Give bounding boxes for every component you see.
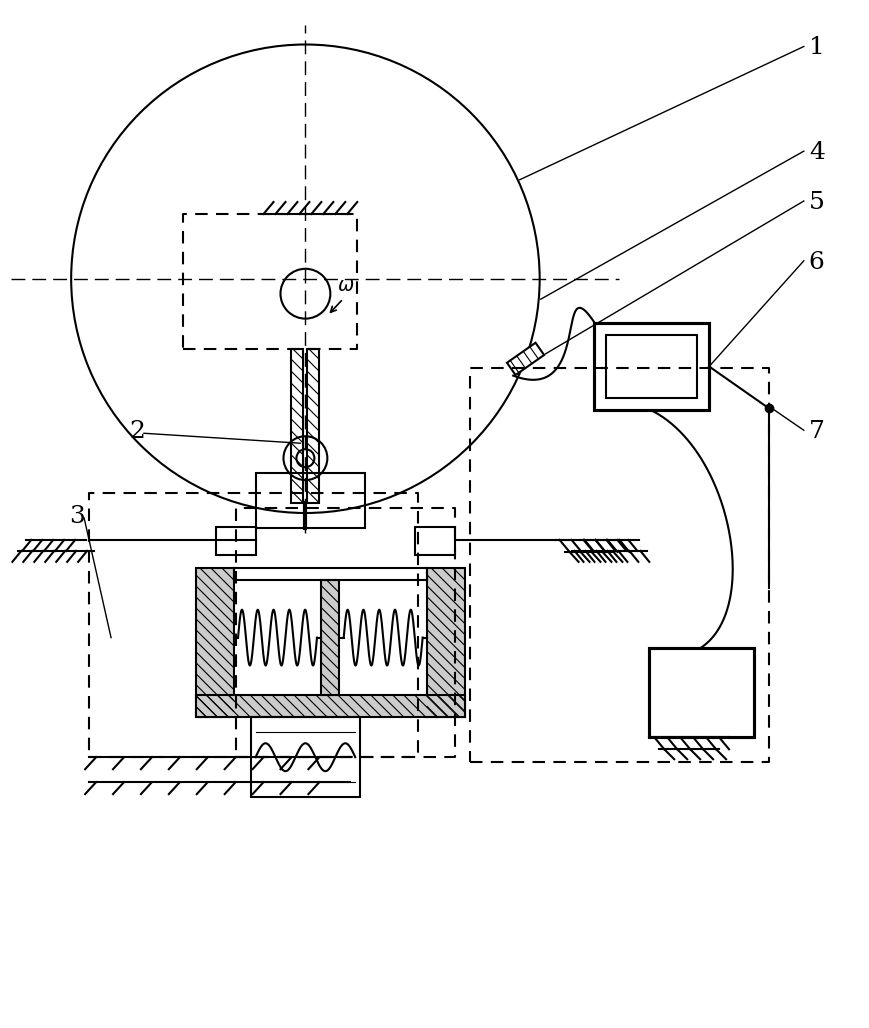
Text: 3: 3 xyxy=(70,505,85,528)
Bar xyxy=(648,648,753,737)
Bar xyxy=(415,527,454,555)
Text: 7: 7 xyxy=(808,420,824,443)
Bar xyxy=(321,580,339,695)
Bar xyxy=(307,348,319,503)
Text: 1: 1 xyxy=(808,36,824,60)
Bar xyxy=(196,695,464,718)
Text: 4: 4 xyxy=(808,141,824,164)
Bar xyxy=(507,342,543,375)
Bar xyxy=(196,567,234,718)
Bar xyxy=(255,473,365,528)
Bar xyxy=(291,348,303,503)
Bar xyxy=(250,718,360,797)
Bar xyxy=(216,527,255,555)
Text: 6: 6 xyxy=(808,251,824,273)
Text: 5: 5 xyxy=(808,191,824,214)
Bar xyxy=(606,334,696,399)
Text: $\omega$: $\omega$ xyxy=(336,277,354,295)
Bar xyxy=(427,567,464,718)
Text: 2: 2 xyxy=(129,420,145,443)
Bar xyxy=(594,323,708,410)
